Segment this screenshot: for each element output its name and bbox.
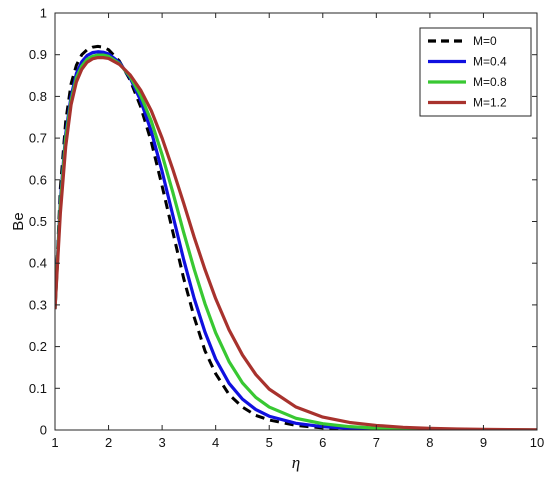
y-tick-label: 0.5 <box>29 214 47 229</box>
y-tick-label: 0.6 <box>29 172 47 187</box>
y-tick-label: 0 <box>40 423 47 438</box>
axes-group: 1 2 3 4 5 6 7 8 9 10 0 0.1 0.2 0.3 0.4 0.5 0.6 0.7 0.8 0.9 1… <box>10 6 544 473</box>
series-line-m-1-2 <box>55 56 537 430</box>
y-axis-label: Be <box>10 212 27 230</box>
legend-entry-label: M=1.2 <box>473 96 507 110</box>
x-tick-label: 8 <box>426 435 433 450</box>
x-tick-label: 6 <box>319 435 326 450</box>
x-tick-label: 3 <box>158 435 165 450</box>
x-tick-label: 9 <box>480 435 487 450</box>
y-tick-label: 0.2 <box>29 339 47 354</box>
series-line-m-0 <box>55 44 537 430</box>
y-tick-label: 0.9 <box>29 47 47 62</box>
x-tick-label: 7 <box>373 435 380 450</box>
y-tick-label: 0.1 <box>29 381 47 396</box>
legend-entry-label: M=0 <box>473 34 497 48</box>
x-tick-label: 1 <box>51 435 58 450</box>
x-tick-label: 4 <box>212 435 219 450</box>
x-tick-label: 2 <box>105 435 112 450</box>
legend: M=0 M=0.4 M=0.8 M=1.2 <box>419 27 532 117</box>
x-axis-label: η <box>292 453 300 472</box>
y-tick-label: 0.4 <box>29 256 47 271</box>
series-line-m-0-8 <box>55 53 537 430</box>
series-group <box>55 44 537 430</box>
x-tick-label: 10 <box>530 435 544 450</box>
x-tick-label: 5 <box>266 435 273 450</box>
legend-entry-label: M=0.4 <box>473 55 507 69</box>
legend-entry-label: M=0.8 <box>473 75 507 89</box>
y-tick-label: 0.7 <box>29 131 47 146</box>
y-tick-label: 0.8 <box>29 89 47 104</box>
y-tick-label: 1 <box>40 6 47 21</box>
y-tick-label: 0.3 <box>29 297 47 312</box>
